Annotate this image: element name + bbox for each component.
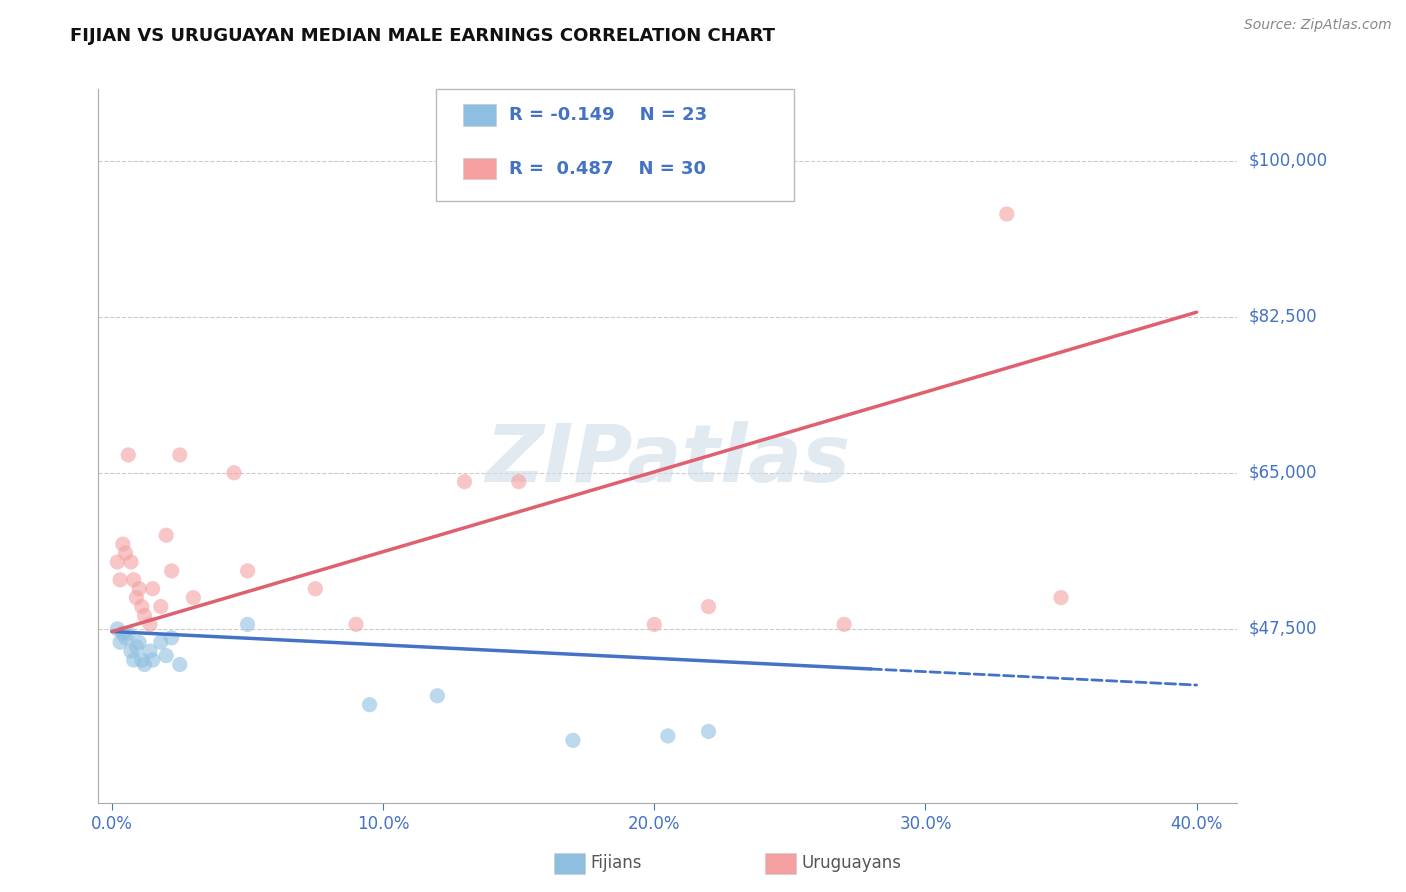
Point [122,653,145,667]
Point [120,555,142,569]
Point [562,733,585,747]
Point [236,564,259,578]
Point [304,582,326,596]
Point [122,573,145,587]
Text: R = -0.149    N = 23: R = -0.149 N = 23 [509,106,707,124]
Text: Source: ZipAtlas.com: Source: ZipAtlas.com [1244,18,1392,32]
Point [142,582,165,596]
Point [1050,591,1073,605]
Point [657,729,679,743]
Point [107,622,129,636]
Point [222,466,245,480]
Point [160,631,183,645]
Text: FIJIAN VS URUGUAYAN MEDIAN MALE EARNINGS CORRELATION CHART: FIJIAN VS URUGUAYAN MEDIAN MALE EARNINGS… [70,27,775,45]
Text: $100,000: $100,000 [1249,152,1327,169]
Point [114,631,136,645]
Text: $65,000: $65,000 [1249,464,1317,482]
Point [155,528,177,542]
Point [128,582,150,596]
Point [832,617,855,632]
Point [117,626,139,640]
Point [149,635,172,649]
Point [107,555,129,569]
Point [111,626,134,640]
Point [160,564,183,578]
Text: ZIPatlas: ZIPatlas [485,421,851,500]
Point [169,448,191,462]
Point [236,617,259,632]
Point [125,591,148,605]
Point [120,644,142,658]
Point [125,640,148,654]
Point [149,599,172,614]
Point [426,689,449,703]
Point [183,591,205,605]
Point [108,635,131,649]
Text: Uruguayans: Uruguayans [801,855,901,872]
Point [508,475,530,489]
Point [131,653,153,667]
Point [643,617,665,632]
Point [128,635,150,649]
Point [995,207,1018,221]
Point [131,599,153,614]
Point [114,546,136,560]
Text: $82,500: $82,500 [1249,308,1317,326]
Point [142,653,165,667]
Point [139,617,162,632]
Point [359,698,381,712]
Point [134,657,156,672]
Point [169,657,191,672]
Text: $47,500: $47,500 [1249,620,1317,638]
Point [697,724,720,739]
Point [453,475,475,489]
Point [117,448,139,462]
Point [344,617,367,632]
Point [697,599,720,614]
Text: R =  0.487    N = 30: R = 0.487 N = 30 [509,160,706,178]
Point [111,537,134,551]
Point [134,608,156,623]
Text: Fijians: Fijians [591,855,643,872]
Point [155,648,177,663]
Point [139,644,162,658]
Point [108,573,131,587]
